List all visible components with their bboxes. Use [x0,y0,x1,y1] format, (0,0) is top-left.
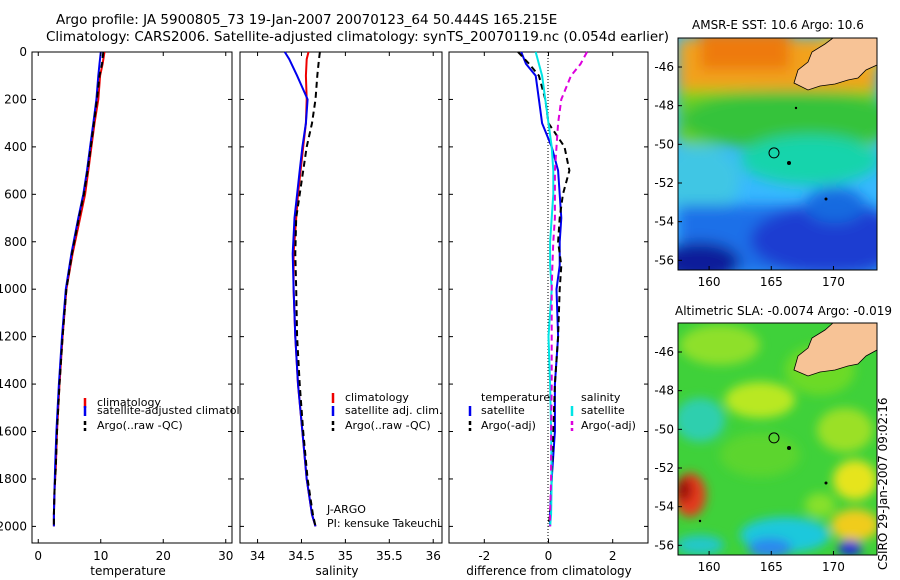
legend-label-satellite: satellite adj. clim. [345,404,442,417]
sla-map-frame [677,322,878,556]
map-y-tick-label: -48 [654,99,674,113]
x-tick-label: 10 [93,549,108,563]
legend-label-temp-satellite: satellite [481,404,525,417]
map-x-tick-label: 170 [822,560,845,574]
figure-title-line-1: Argo profile: JA 5900805_73 19-Jan-2007 … [56,12,558,28]
x-tick-label: 30 [218,549,233,563]
sst-map-title: AMSR-E SST: 10.6 Argo: 10.6 [692,18,864,32]
argo-location-marker [768,432,780,444]
difference-xlabel: difference from climatology [466,564,632,578]
map-x-tick-label: 165 [760,560,783,574]
sla-map: 160 165 170 -46 -48 -50 -52 -54 -56 [654,322,878,574]
series-line-satellite-adj-clim- [283,51,317,527]
pi-annotation: PI: kensuke Takeuchi [327,517,440,530]
map-x-tick-label: 160 [698,560,721,574]
sst-map-frame [677,37,878,271]
difference-x-ticks: -2 0 2 [449,51,648,563]
sla-map-field [678,323,877,555]
temperature-xlabel: temperature [90,564,165,578]
x-tick-label: 2 [609,549,617,563]
map-y-tick-label: -52 [654,461,674,475]
legend-label-sal-argo: Argo(-adj) [581,419,636,432]
sst-map-ticks: 160 165 170 -46 -48 -50 -52 -54 -56 [654,60,845,289]
map-x-tick-label: 170 [822,275,845,289]
y-tick-label: 1800 [0,472,27,486]
temperature-axes-frame [31,51,233,544]
sla-map-ticks: 160 165 170 -46 -48 -50 -52 -54 -56 [654,345,845,574]
map-y-tick-label: -56 [654,538,674,552]
legend-label-climatology: climatology [97,396,161,409]
map-y-tick-label: -46 [654,60,674,74]
y-tick-label: 1000 [0,282,27,296]
y-tick-label: 600 [4,187,27,201]
y-tick-label: 1600 [0,425,27,439]
x-tick-label: 34 [250,549,265,563]
salinity-legend: climatology satellite adj. clim. Argo(..… [331,391,442,432]
x-tick-label: 20 [156,549,171,563]
legend-label-sal-satellite: satellite [581,404,625,417]
legend-group-salinity: salinity [581,391,621,404]
series-line-temperature-satellite [520,51,563,527]
x-tick-label: -2 [478,549,490,563]
temperature-series [52,51,106,527]
difference-legend: temperature satellite Argo(-adj) salinit… [468,391,636,432]
legend-label-climatology: climatology [345,391,409,404]
x-tick-label: 35 [338,549,353,563]
map-y-tick-label: -54 [654,500,674,514]
salinity-x-ticks: 34 34.5 35 35.5 36 [240,51,442,563]
sst-map-field [678,38,877,270]
legend-group-temperature: temperature [481,391,550,404]
x-tick-label: 35.5 [376,549,403,563]
x-tick-label: 0 [545,549,553,563]
map-y-tick-label: -54 [654,215,674,229]
legend-label-satellite: satellite-adjusted climatology [97,404,260,417]
map-y-tick-label: -56 [654,253,674,267]
map-y-tick-label: -50 [654,422,674,436]
series-line-salinity-argo-adj- [549,51,588,527]
y-tick-label: 400 [4,140,27,154]
map-y-tick-label: -46 [654,345,674,359]
legend-label-argo: Argo(..raw -QC) [97,419,183,432]
x-tick-label: 34.5 [288,549,315,563]
project-annotation: J-ARGO [326,503,366,516]
salinity-panel: 34 34.5 35 35.5 36 salinity climatology sate… [239,51,443,578]
map-x-tick-label: 160 [698,275,721,289]
sla-map-title: Altimetric SLA: -0.0074 Argo: -0.019 [675,304,893,318]
salinity-xlabel: salinity [315,564,358,578]
x-tick-label: 36 [426,549,441,563]
temperature-legend: climatology satellite-adjusted climatolo… [83,396,260,432]
x-tick-label: 0 [34,549,42,563]
sst-map: 160 165 170 -46 -48 -50 -52 -54 -56 [654,37,878,289]
salinity-axes-frame [239,51,443,544]
figure-title-line-2: Climatology: CARS2006. Satellite-adjuste… [46,29,669,45]
difference-panel: -2 0 2 difference from climatology tempera… [448,51,649,578]
depth-axis: 0 200 400 600 800 1000 1200 1400 1600 1800 2000 [0,45,27,533]
temperature-panel: 0 10 20 30 temperature climatology satellit… [31,51,260,578]
map-y-tick-label: -52 [654,176,674,190]
y-tick-label: 1400 [0,377,27,391]
y-tick-label: 2000 [0,519,27,533]
y-tick-label: 0 [19,45,27,59]
map-y-tick-label: -48 [654,384,674,398]
argo-location-marker [768,147,780,159]
salinity-series [283,51,321,527]
y-tick-label: 1200 [0,330,27,344]
difference-series [517,51,588,527]
map-x-tick-label: 165 [760,275,783,289]
y-tick-label: 800 [4,235,27,249]
temperature-x-ticks: 0 10 20 30 [32,51,233,563]
legend-label-temp-argo: Argo(-adj) [481,419,536,432]
map-y-tick-label: -50 [654,137,674,151]
series-line-argo-raw-qc- [52,51,105,527]
legend-label-argo: Argo(..raw -QC) [345,419,431,432]
y-tick-label: 200 [4,92,27,106]
